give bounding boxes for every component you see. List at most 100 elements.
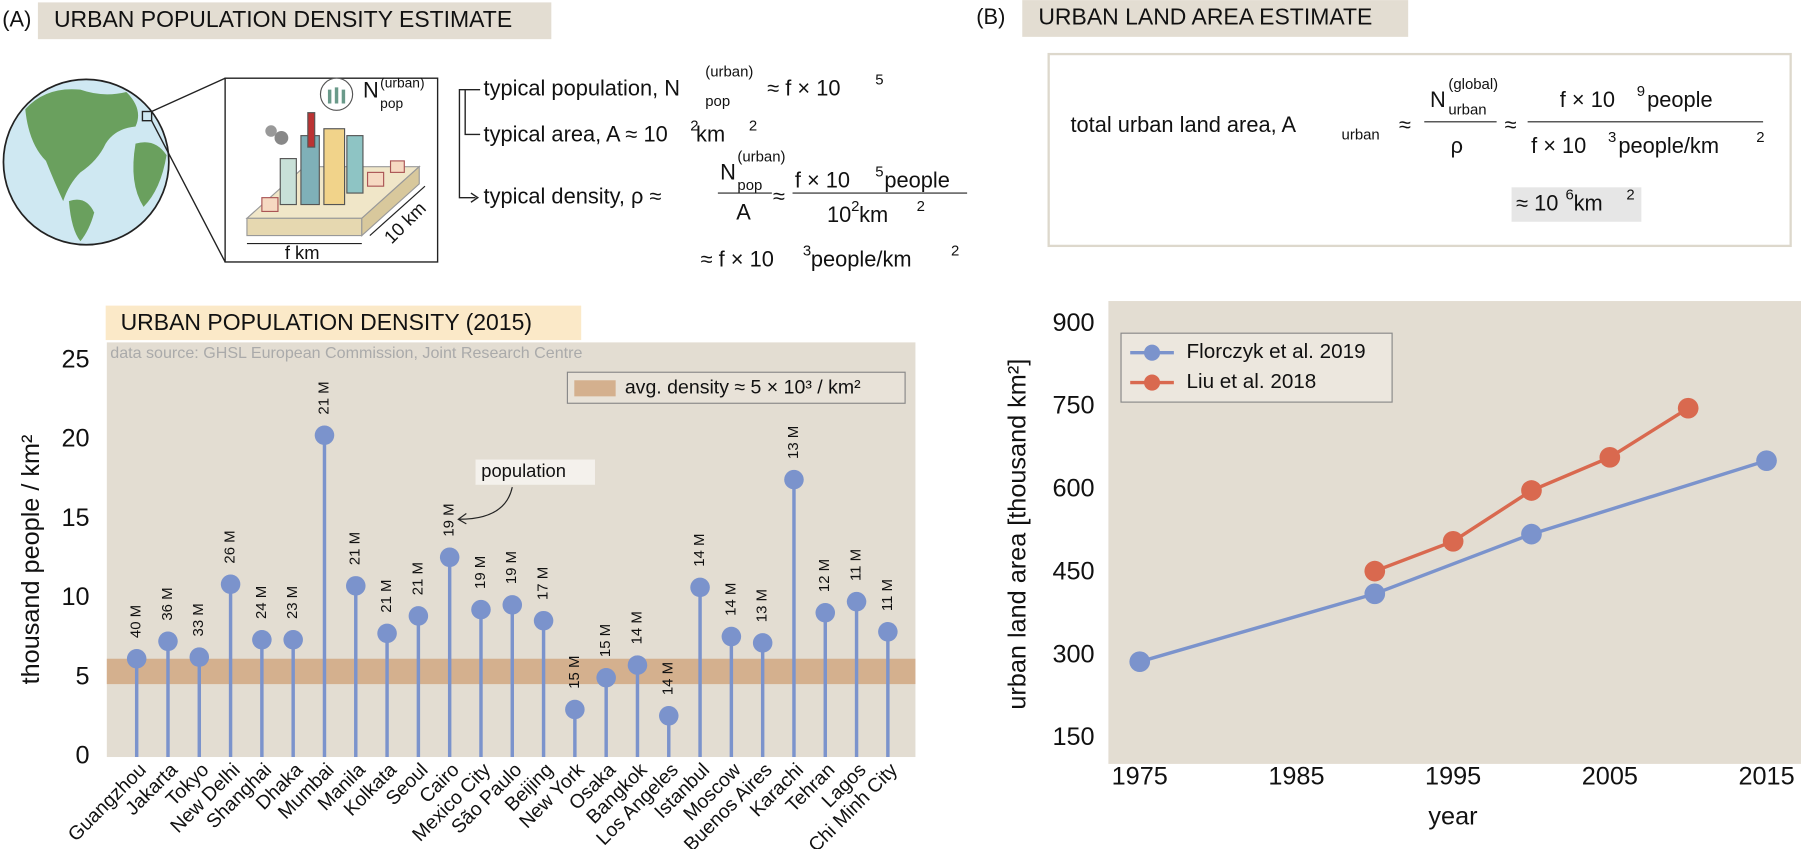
equation-text: 5 bbox=[875, 71, 883, 88]
equation-text: (urban) bbox=[737, 148, 785, 165]
value-label: 33 M bbox=[190, 603, 207, 636]
city-diagram: N (urban) pop f km 10 km bbox=[224, 76, 439, 263]
y-tick-label: 0 bbox=[76, 742, 90, 770]
equation-text: (urban) bbox=[705, 63, 753, 80]
equations: typical population, N (urban) pop ≈ f × … bbox=[458, 63, 968, 272]
equation-text: urban bbox=[1342, 127, 1380, 144]
equation-text: ≈ bbox=[1505, 112, 1517, 137]
globe bbox=[2, 77, 226, 263]
y-axis-label: urban land area [thousand km²] bbox=[1003, 359, 1031, 710]
y-tick-label: 150 bbox=[1052, 723, 1094, 751]
value-label: 19 M bbox=[503, 551, 520, 584]
point bbox=[126, 648, 147, 669]
value-label: 13 M bbox=[785, 426, 802, 459]
point bbox=[1521, 523, 1542, 545]
equation-text: 9 bbox=[1637, 83, 1645, 100]
equation-text: 6 bbox=[1566, 186, 1574, 203]
equation-text: 2 bbox=[1756, 129, 1764, 146]
y-tick-label: 750 bbox=[1052, 392, 1094, 420]
equation-text: km bbox=[696, 121, 725, 146]
point bbox=[502, 595, 523, 615]
value-label: 21 M bbox=[378, 580, 395, 613]
equation-text: ρ bbox=[1451, 133, 1463, 158]
legend-box bbox=[566, 371, 906, 404]
y-axis-label: thousand people / km² bbox=[17, 435, 45, 685]
value-label: 15 M bbox=[566, 656, 583, 689]
point bbox=[252, 629, 272, 650]
point bbox=[1364, 560, 1386, 582]
legend-label: Liu et al. 2018 bbox=[1187, 370, 1317, 393]
equation-text: pop bbox=[705, 93, 730, 110]
point bbox=[690, 577, 710, 598]
point bbox=[346, 576, 366, 596]
value-label: 21 M bbox=[409, 562, 426, 595]
diagram-label: f km bbox=[285, 242, 320, 263]
diagram-label: pop bbox=[380, 96, 403, 111]
point bbox=[878, 622, 898, 642]
y-tick-label: 900 bbox=[1052, 309, 1094, 337]
legend-box bbox=[1120, 332, 1393, 403]
equation-text: 2 bbox=[917, 198, 925, 215]
point bbox=[377, 623, 397, 644]
x-tick-label: 1985 bbox=[1268, 762, 1324, 790]
value-label: 14 M bbox=[660, 662, 677, 695]
point bbox=[627, 655, 648, 675]
x-tick-label: 1995 bbox=[1425, 762, 1481, 790]
point bbox=[158, 631, 178, 652]
equation-text: A bbox=[736, 199, 751, 224]
equation-text: N bbox=[1430, 87, 1446, 112]
x-tick-label: 1975 bbox=[1112, 762, 1168, 790]
equation-text: ≈ f × 10 bbox=[701, 247, 774, 272]
point bbox=[283, 629, 303, 650]
equation-text: people bbox=[1647, 87, 1713, 112]
point bbox=[846, 591, 867, 612]
y-tick-label: 25 bbox=[61, 345, 89, 373]
equation-text: total urban land area, A bbox=[1070, 112, 1296, 137]
equation-text: f × 10 bbox=[1531, 133, 1586, 158]
equation-text: f × 10 bbox=[795, 167, 850, 192]
legend-swatch bbox=[574, 380, 616, 397]
point bbox=[659, 706, 679, 726]
equation-text: ≈ bbox=[1399, 112, 1411, 137]
equation-text: people/km bbox=[1618, 133, 1719, 158]
value-label: 24 M bbox=[253, 586, 270, 619]
equation-text: 2 bbox=[851, 198, 859, 215]
value-label: 19 M bbox=[441, 503, 458, 536]
title-box bbox=[1022, 0, 1409, 37]
point bbox=[565, 699, 585, 720]
value-label: 36 M bbox=[159, 587, 176, 620]
equation-text: km bbox=[859, 202, 888, 227]
equation-text: typical density, ρ ≈ bbox=[484, 183, 662, 208]
value-label: 11 M bbox=[848, 549, 865, 581]
y-tick-label: 20 bbox=[61, 425, 89, 453]
x-tick-label: 2005 bbox=[1582, 762, 1638, 790]
annotation-arrow bbox=[457, 486, 513, 525]
panel-title: URBAN LAND AREA ESTIMATE bbox=[1038, 4, 1372, 30]
point bbox=[220, 574, 241, 595]
value-label: 26 M bbox=[222, 530, 239, 563]
point bbox=[408, 606, 429, 626]
point bbox=[815, 603, 836, 623]
value-label: 14 M bbox=[722, 583, 739, 616]
equation-text: (global) bbox=[1448, 76, 1498, 93]
point bbox=[721, 626, 742, 647]
point bbox=[1756, 450, 1777, 471]
value-label: 21 M bbox=[315, 381, 332, 414]
y-tick-label: 450 bbox=[1052, 557, 1094, 585]
equation-text: pop bbox=[737, 177, 762, 194]
point bbox=[189, 647, 210, 667]
chart-subtitle: data source: GHSL European Commission, J… bbox=[110, 344, 582, 362]
x-axis-label: year bbox=[1428, 803, 1477, 831]
value-label: 14 M bbox=[628, 611, 645, 644]
equation-text: typical population, N bbox=[484, 75, 680, 100]
equation-text: f × 10 bbox=[1560, 87, 1615, 112]
point bbox=[1129, 651, 1151, 673]
point bbox=[1364, 583, 1386, 605]
equation-text: 5 bbox=[875, 163, 883, 180]
equation-text: ≈ f × 10 bbox=[767, 75, 840, 100]
formula: total urban land area, A urban ≈ N (glob… bbox=[1047, 52, 1792, 248]
point bbox=[1442, 530, 1464, 552]
y-tick-label: 15 bbox=[61, 504, 89, 532]
point bbox=[314, 425, 335, 446]
x-tick-label: 2015 bbox=[1738, 762, 1794, 790]
